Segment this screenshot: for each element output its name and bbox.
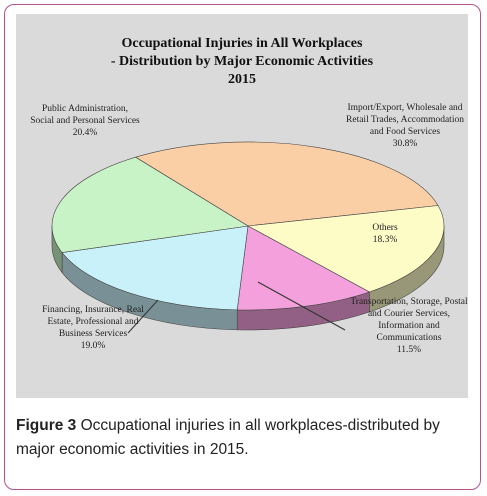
slice-name: Import/Export, Wholesale and Retail Trad… bbox=[346, 103, 464, 137]
slice-label: Transportation, Storage, Postal and Cour… bbox=[350, 296, 468, 356]
figure-caption: Figure 3 Occupational injuries in all wo… bbox=[16, 414, 471, 462]
slice-label: Public Administration, Social and Person… bbox=[30, 103, 140, 139]
slice-label: Others 18.3% bbox=[340, 222, 430, 246]
pie-slice bbox=[61, 225, 249, 311]
pie-slice bbox=[51, 156, 249, 253]
chart-year: 2015 bbox=[228, 72, 256, 87]
slice-value-label: 18.3% bbox=[372, 235, 398, 245]
slice-value-label: 30.8% bbox=[392, 139, 418, 149]
slice-value-label: 20.4% bbox=[72, 128, 98, 138]
slice-name: Financing, Insurance, Real Estate, Profe… bbox=[42, 305, 144, 339]
slice-name: Others bbox=[372, 223, 398, 233]
slice-name: Public Administration, Social and Person… bbox=[30, 104, 140, 126]
slice-label: Import/Export, Wholesale and Retail Trad… bbox=[345, 102, 465, 150]
pie-slice bbox=[134, 141, 439, 227]
slice-value-label: 19.0% bbox=[80, 341, 106, 351]
leader-line bbox=[127, 299, 159, 334]
chart-title: Occupational Injuries in All Workplaces bbox=[121, 36, 363, 51]
figure-frame bbox=[4, 4, 481, 490]
pie-slice bbox=[247, 205, 445, 293]
slice-value-label: 11.5% bbox=[396, 345, 422, 355]
caption-label: Figure 3 bbox=[16, 417, 77, 434]
slice-label: Financing, Insurance, Real Estate, Profe… bbox=[38, 304, 148, 352]
leader-line bbox=[257, 281, 346, 331]
chart-subtitle: - Distribution by Major Economic Activit… bbox=[110, 54, 374, 69]
caption-text: Occupational injuries in all workplaces-… bbox=[16, 417, 440, 458]
slice-name: Transportation, Storage, Postal and Cour… bbox=[350, 297, 468, 343]
